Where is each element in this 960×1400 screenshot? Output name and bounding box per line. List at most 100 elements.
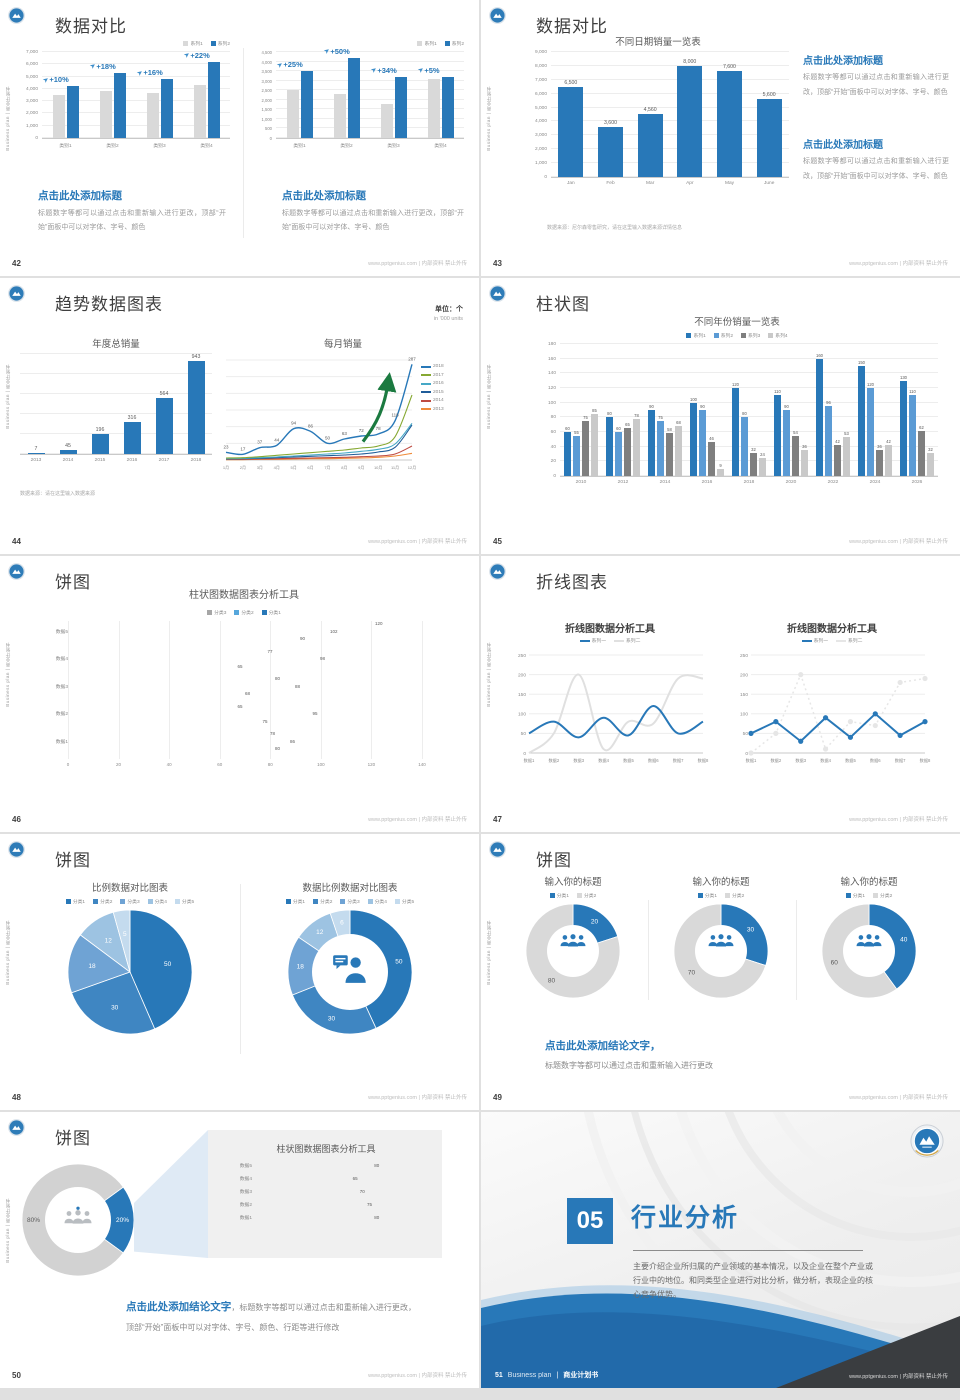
block-body: 标题数字等都可以通过点击和重新输入进行更改，顶部“开始”面板中可以对字体、字号、… [803, 74, 949, 96]
chart-monthly-sales: 不同日期销量一览表 0 1,000 2,000 3,000 4,000 5,000 6,000… [527, 34, 789, 186]
footer-watermark: www.pptgenius.com | 内部资料 禁止外传 [368, 1373, 467, 1379]
svg-text:12: 12 [105, 937, 113, 944]
chart-marker-lines: 折线图数据分析工具 系列一 系列二 0 50 100 150 200 250 数据1 数据2 数据3 数… [739, 624, 931, 764]
svg-text:30: 30 [747, 927, 755, 934]
side-label: Business plan | 商业计划书 [5, 920, 10, 985]
brand-logo-icon [489, 841, 506, 858]
slide-title: 趋势数据图表 [55, 295, 163, 314]
brand-logo-icon [8, 563, 25, 580]
svg-text:150: 150 [518, 692, 526, 698]
svg-text:数据1: 数据1 [524, 757, 535, 764]
svg-text:50: 50 [164, 961, 172, 968]
slide-43-data-comparison[interactable]: 数据对比 Business plan | 商业计划书 不同日期销量一览表 0 1,0… [481, 0, 960, 276]
side-label: Business plan | 商业计划书 [486, 920, 491, 985]
svg-text:50: 50 [395, 958, 403, 965]
svg-text:20: 20 [591, 918, 599, 925]
section-title: 行业分析 [631, 1204, 740, 1232]
unit-cn: 单位：个 [435, 306, 463, 313]
slide-42-data-comparison[interactable]: 数据对比 Business plan | 商业计划书 系列1 系列2 0 1,000 2… [0, 0, 479, 276]
svg-text:2月: 2月 [240, 465, 246, 470]
slide-48-pie-charts[interactable]: 饼图 Business plan | 商业计划书 比例数据对比图表 分类1 分类2 分… [0, 834, 479, 1110]
svg-text:数据1: 数据1 [746, 757, 757, 764]
svg-text:150: 150 [740, 692, 748, 698]
slide-title: 数据对比 [55, 17, 127, 36]
slide-title: 饼图 [55, 851, 91, 870]
detail-panel: 柱状图数据图表分析工具 数据5 80 数据4 65 数据3 70 数据2 75 数据1 80 [208, 1130, 442, 1258]
book-title: 商业计划书 [563, 1372, 599, 1379]
svg-text:44: 44 [274, 437, 280, 442]
chart-bar-comparison-right: 系列1 系列2 0 500 1,000 1,500 2,000 2,500 3,000 3,500… [261, 41, 464, 149]
page-number: 51 [495, 1372, 503, 1379]
svg-text:6: 6 [340, 920, 344, 927]
svg-text:数据8: 数据8 [920, 757, 931, 764]
svg-text:0: 0 [745, 751, 748, 757]
svg-text:数据5: 数据5 [623, 757, 634, 764]
svg-text:数据5: 数据5 [845, 757, 856, 764]
page-number: 44 [12, 537, 21, 546]
svg-text:10月: 10月 [374, 465, 382, 470]
svg-text:80%: 80% [27, 1217, 40, 1224]
svg-text:数据6: 数据6 [870, 757, 881, 764]
svg-text:数据7: 数据7 [895, 757, 906, 764]
svg-text:70: 70 [688, 969, 696, 976]
text-block: 点击此处添加标题 标题数字等都可以通过点击和重新输入进行更改，顶部“开始”面板中… [803, 52, 949, 100]
svg-text:8月: 8月 [341, 465, 347, 470]
svg-text:1月: 1月 [223, 465, 229, 470]
block-heading: 点击此处添加标题 [803, 140, 883, 151]
svg-text:数据6: 数据6 [648, 757, 659, 764]
brand-text: Business plan [507, 1372, 552, 1379]
slide-title: 数据对比 [536, 17, 608, 36]
slide-49-donut-charts[interactable]: 饼图 Business plan | 商业计划书 输入你的标题 分类1 分类2 20 8… [481, 834, 960, 1110]
svg-text:17: 17 [240, 446, 246, 451]
slide-50-donut-funnel[interactable]: 饼图 Business plan | 商业计划书 20% 80% 柱状图数据图表分… [0, 1112, 479, 1388]
slide-51-section-divider[interactable]: 05 行业分析 主要介绍企业所归属的产业领域的基本情况，以及企业在整个产业或行业… [481, 1112, 960, 1388]
separator: | [556, 1372, 559, 1379]
chart-annual-sales: 年度总销量 7 45 196 316 564 943 2013 2014 2015 2016 2017… [20, 336, 212, 463]
svg-text:100: 100 [518, 712, 526, 718]
footer-watermark: www.pptgenius.com | 内部资料 禁止外传 [849, 261, 948, 267]
divider [633, 1250, 863, 1251]
block-heading: 点击此处添加标题 [282, 190, 366, 202]
svg-text:数据4: 数据4 [820, 757, 831, 764]
conclusion-text: 点击此处添加结论文字，标题数字等都可以通过点击和重新输入进行更改，顶部“开始”面… [126, 1296, 416, 1336]
slide-44-trend-charts[interactable]: 趋势数据图表 Business plan | 商业计划书 单位：个 in '00… [0, 278, 479, 554]
page-number: 49 [493, 1093, 502, 1102]
text-block: 点击此处添加标题 标题数字等都可以通过点击和重新输入进行更改，顶部“开始”面板中… [38, 188, 226, 234]
side-label: Business plan | 商业计划书 [486, 642, 491, 707]
svg-text:63: 63 [342, 431, 348, 436]
divider [648, 900, 649, 1000]
page-number: 47 [493, 815, 502, 824]
page-number: 48 [12, 1093, 21, 1102]
svg-text:20%: 20% [116, 1217, 129, 1224]
slide-45-column-chart[interactable]: 柱状图 Business plan | 商业计划书 不同年份销量一览表 系列1 系列… [481, 278, 960, 554]
chart-donut-8020: 20% 80% [20, 1164, 136, 1276]
data-source-note: 数据来源：请在这里输入数据来源 [20, 491, 96, 497]
side-label: Business plan | 商业计划书 [486, 86, 491, 151]
divider [243, 48, 244, 238]
page-number: 42 [12, 259, 21, 268]
slide-46-bar-chart[interactable]: 饼图 Business plan | 商业计划书 柱状图数据图表分析工具 分类3 分… [0, 556, 479, 832]
page-number: 43 [493, 259, 502, 268]
slide-title: 柱状图 [536, 295, 590, 314]
svg-text:数据8: 数据8 [698, 757, 709, 764]
block-heading: 点击此处添加标题 [38, 190, 122, 202]
chart-bar-comparison-left: 系列1 系列2 0 1,000 2,000 3,000 4,000 5,000 6,000 7,0… [25, 41, 230, 149]
slide-title: 饼图 [55, 1129, 91, 1148]
side-label: Business plan | 商业计划书 [486, 364, 491, 429]
chart-smooth-lines: 折线图数据分析工具 系列一 系列二 0 50 100 150 200 250 数据1 数据2 数据3 数… [517, 624, 709, 764]
svg-text:50: 50 [743, 731, 749, 737]
brand-logo-icon [8, 1119, 25, 1136]
svg-text:12: 12 [316, 929, 324, 936]
footer-watermark: www.pptgenius.com | 内部资料 禁止外传 [849, 1374, 948, 1380]
svg-text:60: 60 [831, 959, 839, 966]
funnel-connector [134, 1130, 208, 1258]
svg-text:40: 40 [900, 937, 908, 944]
footer-left: 51 Business plan | 商业计划书 [495, 1370, 598, 1380]
chart-donut-20: 输入你的标题 分类1 分类2 20 80 [509, 874, 637, 998]
footer-watermark: www.pptgenius.com | 内部资料 禁止外传 [368, 539, 467, 545]
block-body: 标题数字等都可以通过点击和重新输入进行更改，顶部“开始”面板中可以对字体、字号、… [803, 158, 949, 180]
slide-47-line-charts[interactable]: 折线图表 Business plan | 商业计划书 折线图数据分析工具 系列一系… [481, 556, 960, 832]
svg-text:数据3: 数据3 [573, 757, 584, 764]
footer-watermark: www.pptgenius.com | 内部资料 禁止外传 [849, 817, 948, 823]
